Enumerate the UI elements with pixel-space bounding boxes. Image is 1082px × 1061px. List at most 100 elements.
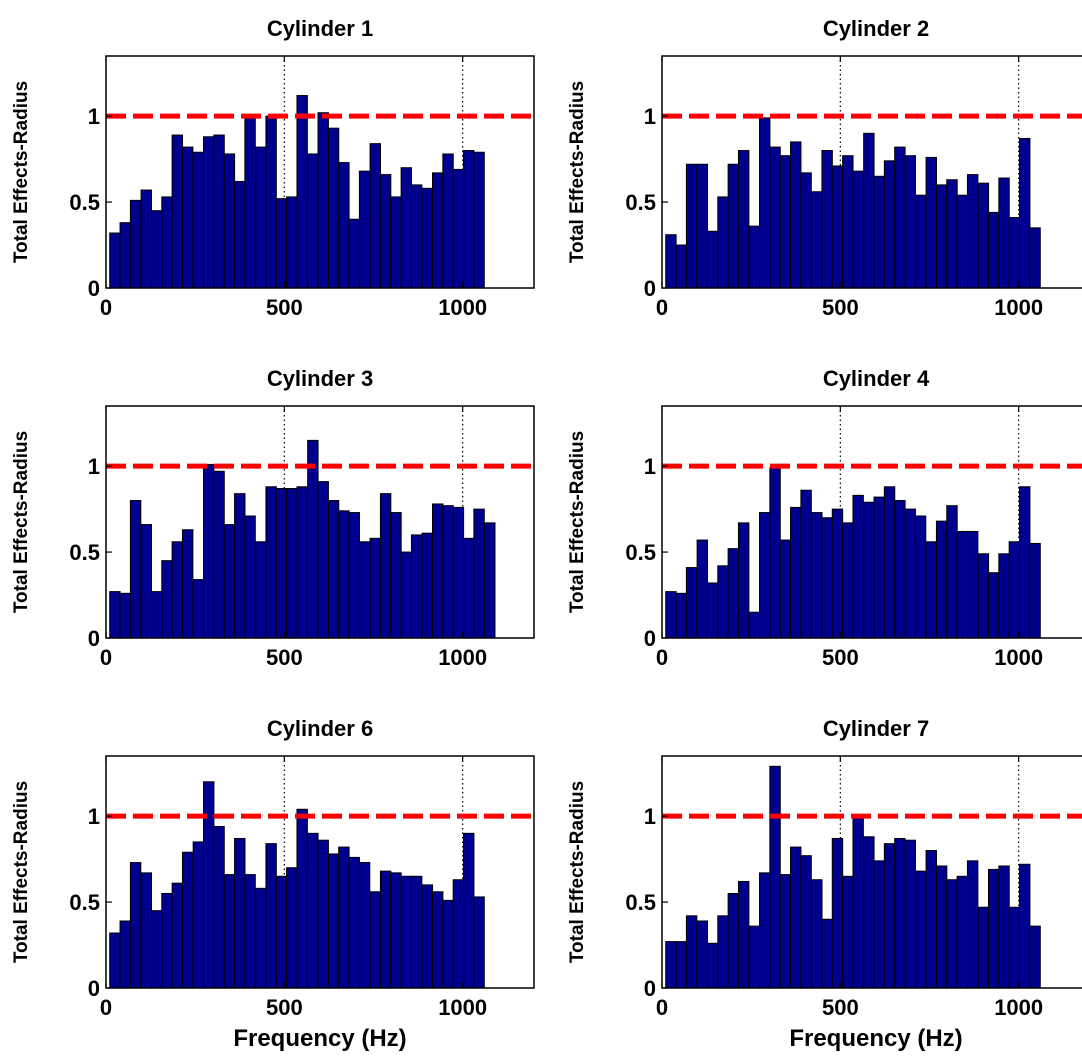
x-tick-label: 500 [266,295,303,320]
bar [748,225,761,288]
bar [831,837,844,988]
bar [759,117,771,288]
y-tick-label: 1 [644,454,656,479]
bar [842,522,854,638]
y-tick-label: 1 [88,454,100,479]
y-tick-label: 0 [88,276,100,301]
bar [369,143,381,288]
bar [421,187,434,288]
bar [790,846,802,988]
x-tick-label: 1000 [438,295,487,320]
bar [946,879,958,988]
plot-content [662,56,1082,288]
bar [129,500,142,638]
bar [348,218,360,288]
bar [275,875,288,988]
y-tick-label: 0.5 [625,540,656,565]
x-tick-label: 500 [822,645,859,670]
bar [759,512,771,638]
bar [192,579,205,638]
bar [484,522,496,638]
bar [665,234,677,288]
bar [894,146,906,288]
x-tick-label: 1000 [438,645,487,670]
bar [255,541,267,638]
x-tick-label: 0 [100,295,112,320]
bar [790,141,802,288]
bar [348,856,360,988]
bar [665,591,677,638]
bar [977,553,990,638]
plot-content [106,756,534,988]
bar [171,134,184,288]
bar [234,493,246,638]
bar [234,180,246,288]
y-tick-label: 0 [644,276,656,301]
bar [203,463,215,638]
bar [275,487,288,638]
bar [161,196,173,288]
bar [255,146,267,288]
bar [338,162,350,288]
bar [171,541,184,638]
bar [473,151,485,288]
subplot-title: Cylinder 3 [267,366,373,391]
bar [265,115,277,288]
bar [275,198,288,288]
bar [338,846,350,988]
bar [442,505,454,638]
bar [390,512,402,638]
bar [327,853,340,988]
x-tick-label: 1000 [994,295,1043,320]
x-tick-label: 500 [266,645,303,670]
bar [181,529,194,638]
bar [307,439,319,638]
bar [904,508,916,638]
y-tick-label: 0 [644,626,656,651]
bar [956,194,969,288]
y-tick-label: 1 [88,804,100,829]
bar [150,210,163,288]
bar [769,467,781,638]
bar [181,851,194,988]
x-tick-label: 500 [822,295,859,320]
x-tick-label: 500 [822,995,859,1020]
y-tick-label: 0.5 [625,890,656,915]
bar [161,560,173,638]
bar [759,872,771,988]
bar [234,837,246,988]
bar [852,494,864,638]
bar [431,891,444,988]
bar [431,503,444,638]
bar [244,515,256,638]
bar [1029,925,1041,988]
bar [463,537,475,638]
bar [129,199,142,288]
bar [821,918,833,988]
bar [431,172,444,288]
y-tick-label: 0.5 [69,190,100,215]
bar [842,875,854,988]
bar [140,872,153,988]
bar [286,867,298,988]
bar [779,874,792,988]
bar [987,572,1000,638]
x-tick-label: 0 [100,995,112,1020]
y-tick-label: 1 [644,804,656,829]
x-tick-label: 0 [656,995,668,1020]
bar [863,501,875,638]
bar [998,177,1010,288]
bar [852,817,864,988]
bar [379,174,392,288]
plot-content [106,56,534,288]
bar [410,534,423,638]
bar [904,839,916,988]
bar [452,879,465,988]
bar [150,910,163,988]
y-tick-label: 0.5 [625,190,656,215]
bar [665,941,677,988]
bar [987,868,1000,988]
bar [379,870,392,988]
bar [463,150,475,288]
